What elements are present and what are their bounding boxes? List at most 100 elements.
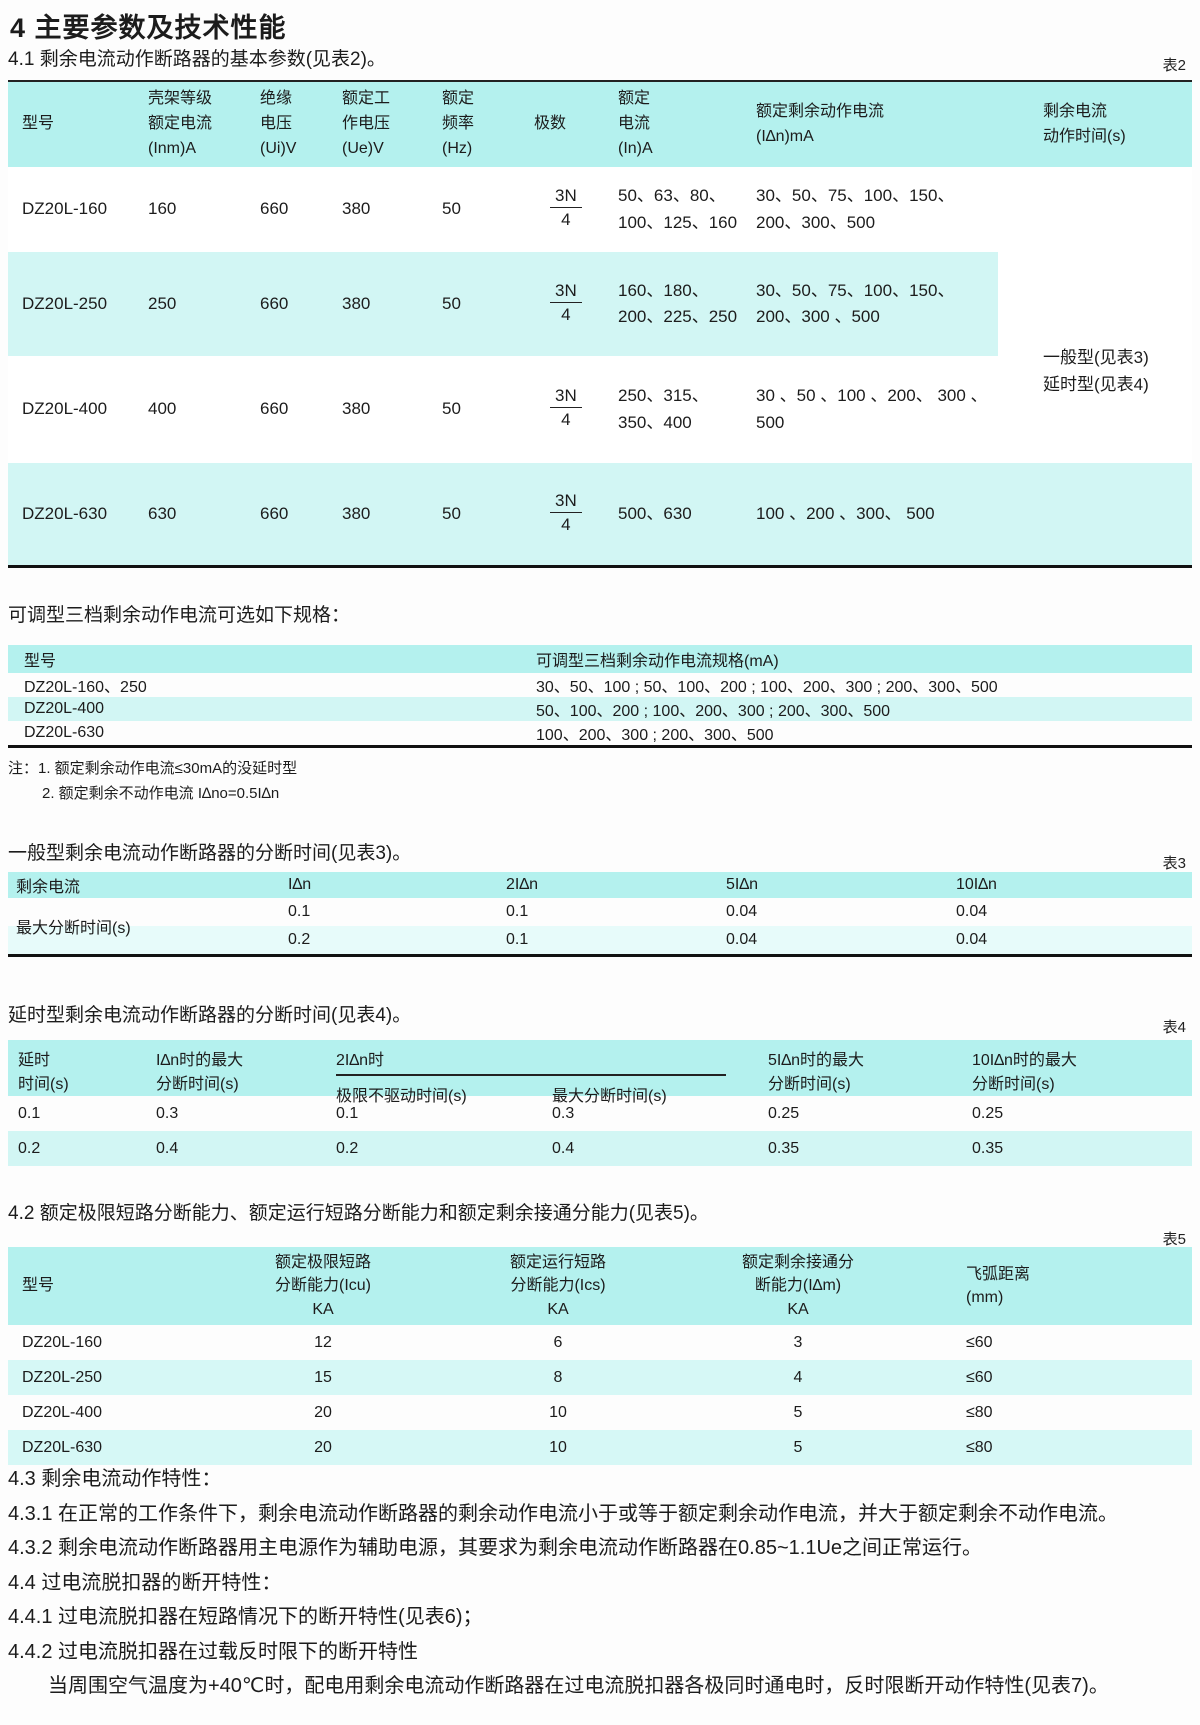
table4-header-5idn-max: 5I∆n时的最大 分断时间(s) <box>758 1040 962 1093</box>
table-row: DZ20L-630 100、200、300 ; 200、300、500 <box>8 721 1192 745</box>
table3-header-residual: 剩余电流 <box>16 879 81 896</box>
table-row: DZ20L-630 630 660 380 50 3N 4 500、630 100… <box>8 463 1192 565</box>
spec-cell: 50、100、200 ; 100、200、300 ; 200、300、500 <box>536 703 891 720</box>
arc-cell: ≤60 <box>966 1333 993 1351</box>
idn-cell: 30、50、75、100、150、 200、300 、500 <box>756 280 955 326</box>
poles-denominator: 4 <box>561 514 571 534</box>
value-cell: 0.04 <box>956 931 988 948</box>
header-line: 5I∆n时的最大 <box>768 1052 865 1069</box>
table3-header-5idn: 5I∆n <box>726 876 759 893</box>
table2-header-insulation-voltage: 绝缘 电压 (Ui)V <box>260 90 297 157</box>
value-cell: 0.35 <box>972 1139 1004 1157</box>
model-cell: DZ20L-630 <box>24 724 105 741</box>
time-cell <box>998 252 1192 356</box>
table2-header-row: 型号 壳架等级 额定电流 (Inm)A 绝缘 电压 (Ui)V 额定工 作电压 … <box>8 82 1192 167</box>
poles-numerator: 3N <box>550 185 582 209</box>
para-4-3-1: 4.3.1 在正常的工作条件下，剩余电流动作断路器的剩余动作电流小于或等于额定剩… <box>8 1502 1119 1525</box>
model-cell: DZ20L-400 <box>22 399 108 419</box>
table-row: 0.2 0.1 0.04 0.04 <box>8 926 1192 954</box>
header-line: I∆n时的最大 <box>156 1052 244 1069</box>
ui-cell: 660 <box>260 293 289 313</box>
model-cell: DZ20L-160 <box>22 199 108 219</box>
table5-header-row: 型号 额定极限短路 分断能力(Icu) KA 额定运行短路 分断能力(Ics) … <box>8 1247 1192 1325</box>
ue-cell: 380 <box>342 199 371 219</box>
header-line: 时间(s) <box>18 1076 69 1093</box>
spec-cell: 100、200、300 ; 200、300、500 <box>536 727 774 744</box>
idn-cell: 30、50、75、100、150、 200、300、500 <box>756 186 955 232</box>
inm-cell: 250 <box>148 293 177 313</box>
value-cell: 0.1 <box>506 931 529 948</box>
table-general-breaking-time: 剩余电流 I∆n 2I∆n 5I∆n 10I∆n 0.1 0.1 0.04 0.… <box>8 872 1192 957</box>
table-row: DZ20L-160、250 30、50、100 ; 50、100、200 ; 1… <box>8 673 1192 697</box>
header-line: 分断时间(s) <box>768 1076 851 1093</box>
table4-tag: 表4 <box>1162 1019 1186 1036</box>
ics-cell: 10 <box>549 1403 567 1421</box>
poles-numerator: 3N <box>550 385 582 409</box>
idn-cell: 30 、50 、100 、200、 300 、500 <box>756 386 988 432</box>
idm-cell: 5 <box>793 1403 803 1421</box>
spec-cell: 30、50、100 ; 50、100、200 ; 100、200、300 ; 2… <box>536 679 998 696</box>
section-4-1-heading: 4.1 剩余电流动作断路器的基本参数(见表2)。 <box>8 49 386 70</box>
table2-tag: 表2 <box>1162 57 1186 74</box>
table4-header-row: 延时 时间(s) I∆n时的最大 分断时间(s) 2I∆n时 极限不驱动时间(s… <box>8 1040 1192 1105</box>
table-row: DZ20L-250 250 660 380 50 3N 4 160、180、 20… <box>8 252 1192 356</box>
in-cell: 160、180、 200、225、250 <box>618 280 738 326</box>
poles-denominator: 4 <box>561 304 571 324</box>
para-4-3-2: 4.3.2 剩余电流动作断路器用主电源作为辅助电源，其要求为剩余电流动作断路器在… <box>8 1537 983 1559</box>
inm-cell: 400 <box>148 399 177 419</box>
table-row: DZ20L-160 12 6 3 ≤60 <box>8 1325 1192 1360</box>
poles-numerator: 3N <box>550 280 582 303</box>
table4-header-delay: 延时 时间(s) <box>8 1040 146 1093</box>
value-cell: 0.1 <box>18 1104 41 1122</box>
table-breaking-capacity: 型号 额定极限短路 分断能力(Icu) KA 额定运行短路 分断能力(Ics) … <box>8 1247 1192 1465</box>
ue-cell: 380 <box>342 293 371 313</box>
para-4-3: 4.3 剩余电流动作特性： <box>8 1468 222 1490</box>
para-4-4-2-detail: 当周围空气温度为+40℃时，配电用剩余电流动作断路器在过电流脱扣器各极同时通电时… <box>48 1675 1109 1697</box>
table3-header-idn: I∆n <box>288 876 312 893</box>
in-cell: 250、315、 350、400 <box>618 386 709 432</box>
table3-tag: 表3 <box>1162 855 1186 872</box>
header-line: 延时 <box>18 1052 51 1069</box>
table4-header-10idn-max: 10I∆n时的最大 分断时间(s) <box>962 1040 1192 1093</box>
table-basic-parameters: 型号 壳架等级 额定电流 (Inm)A 绝缘 电压 (Ui)V 额定工 作电压 … <box>8 80 1192 568</box>
model-cell: DZ20L-630 <box>22 503 108 523</box>
model-cell: DZ20L-250 <box>22 293 108 313</box>
table2-header-residual-current: 额定剩余动作电流 (I∆n)mA <box>756 102 885 145</box>
table2-header-frame-current: 壳架等级 额定电流 (Inm)A <box>148 90 213 157</box>
hz-cell: 50 <box>442 503 461 523</box>
value-cell: 0.1 <box>336 1104 359 1122</box>
poles-cell: 3N 4 <box>524 185 608 234</box>
in-cell: 50、63、80、 100、125、160 <box>618 186 738 232</box>
icu-cell: 15 <box>314 1368 332 1386</box>
header-line: 分断时间(s) <box>972 1076 1055 1093</box>
table5-header-ics: 额定运行短路 分断能力(Ics) KA <box>509 1254 606 1318</box>
ui-cell: 660 <box>260 199 289 219</box>
hz-cell: 50 <box>442 199 461 219</box>
hz-cell: 50 <box>442 399 461 419</box>
ics-cell: 10 <box>549 1438 567 1456</box>
model-cell: DZ20L-400 <box>24 700 105 717</box>
table2-header-operating-time: 剩余电流 动作时间(s) <box>1043 102 1126 145</box>
poles-cell: 3N 4 <box>524 385 608 434</box>
model-cell: DZ20L-160 <box>22 1333 103 1351</box>
table3-body: 0.1 0.1 0.04 0.04 0.2 0.1 0.04 0.04 最大分断… <box>8 898 1192 954</box>
ue-cell: 380 <box>342 399 371 419</box>
table-row: DZ20L-250 15 8 4 ≤60 <box>8 1360 1192 1395</box>
table4-subheader-row: 极限不驱动时间(s) 最大分断时间(s) <box>336 1082 758 1106</box>
arc-cell: ≤80 <box>966 1403 993 1421</box>
table-row: DZ20L-400 400 660 380 50 3N 4 250、315、 35… <box>8 356 1192 463</box>
idm-cell: 5 <box>793 1438 803 1456</box>
adjustable-header-spec: 可调型三档剩余动作电流规格(mA) <box>536 653 779 670</box>
table4-header-2idn-group: 2I∆n时 极限不驱动时间(s) 最大分断时间(s) <box>326 1040 758 1106</box>
table5-header-idm: 额定剩余接通分 断能力(I∆m) KA <box>741 1254 854 1318</box>
adjustable-header-model: 型号 <box>24 653 57 670</box>
ics-cell: 6 <box>553 1333 563 1351</box>
idn-cell: 100 、200 、300、 500 <box>756 503 935 523</box>
table2-header-poles: 极数 <box>534 115 567 133</box>
page-title: 4 主要参数及技术性能 <box>10 13 287 43</box>
inm-cell: 630 <box>148 503 177 523</box>
table3-caption: 一般型剩余电流动作断路器的分断时间(见表3)。 <box>8 843 412 864</box>
footnote-1: 注：1. 额定剩余动作电流≤30mA的没延时型 <box>8 760 298 777</box>
value-cell: 0.4 <box>156 1139 179 1157</box>
